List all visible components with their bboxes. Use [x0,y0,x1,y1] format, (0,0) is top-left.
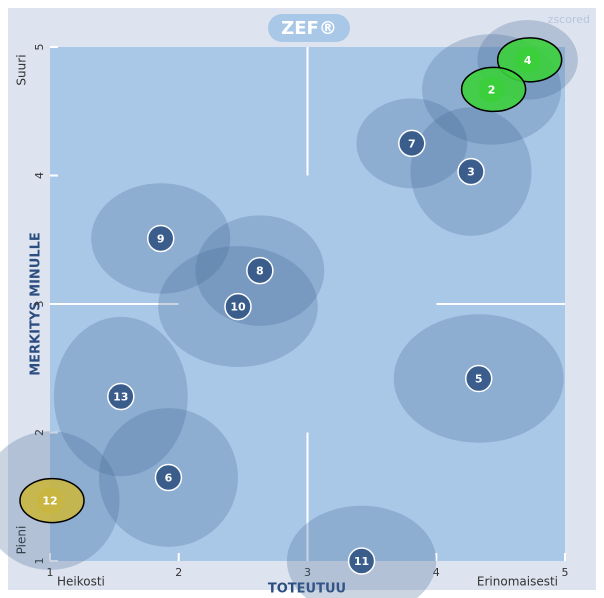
point-label: 7 [408,137,416,150]
point [398,129,426,158]
y-axis-title: MERKITYS MINULLE [29,232,44,376]
point-label: 6 [165,471,173,484]
y-tick-label: 3 [33,301,46,308]
chart-title: ZEF® [281,18,337,39]
y-tick-label: 1 [33,558,46,565]
point [514,46,541,73]
y-tick-label: 2 [33,429,46,436]
point [37,487,63,514]
point-label: 13 [113,391,128,404]
point [224,292,252,321]
point [107,382,135,411]
point-label: 3 [467,166,475,179]
y-high-label: Suuri [15,54,29,85]
point-label: 11 [354,555,369,568]
title-badge [268,14,350,42]
point-label: 10 [230,301,246,314]
point [464,364,493,393]
point-label: 12 [42,495,57,508]
x-tick-label: 2 [175,566,182,579]
subtitle: zscored [548,13,590,26]
x-tick-label: 4 [433,566,440,579]
point-label: 9 [157,232,165,245]
y-low-label: Pieni [15,526,29,555]
point-label: 5 [475,373,483,386]
point [457,157,485,186]
point [347,547,376,575]
point-label: 4 [524,54,532,67]
point [478,76,505,103]
x-low-label: Heikosti [57,575,105,589]
x-high-label: Erinomaisesti [477,575,558,589]
y-tick-label: 5 [33,44,46,51]
x-axis-title: TOTEUTUU [268,582,346,597]
y-tick-label: 4 [33,172,46,179]
x-tick-label: 3 [304,566,311,579]
point [154,463,183,492]
point [246,256,274,285]
point [146,224,175,253]
point-label: 8 [256,265,264,278]
x-tick-label: 1 [47,566,54,579]
x-tick-label: 5 [562,566,569,579]
point-label: 2 [488,83,496,96]
